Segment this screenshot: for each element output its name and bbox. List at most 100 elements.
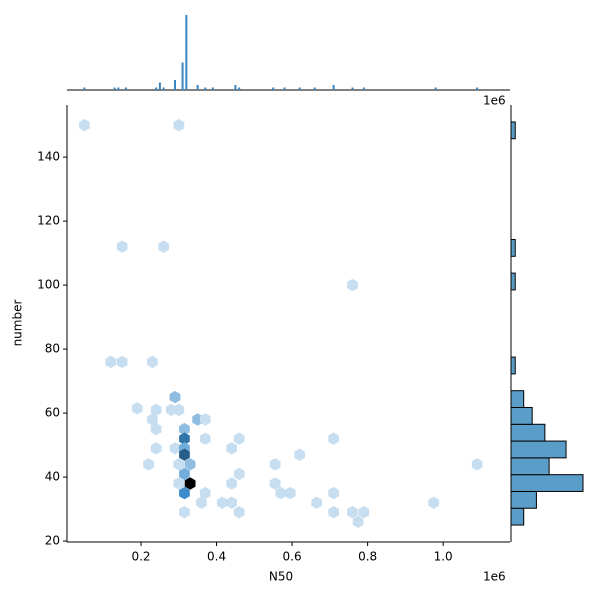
y-tick-label: 140: [37, 150, 60, 164]
hex-bin: [226, 477, 237, 490]
hex-bin: [158, 240, 170, 253]
top-hist-bar: [313, 87, 316, 90]
hex-bin: [179, 506, 190, 519]
top-hist-bar: [332, 85, 335, 90]
hex-bin: [358, 506, 370, 519]
hex-bin: [179, 432, 190, 445]
right-hist-bar: [510, 490, 537, 509]
top-hist-bar: [272, 87, 275, 90]
right-hist-bar: [510, 390, 525, 408]
hex-bin: [328, 486, 339, 500]
hex-bin: [169, 442, 181, 455]
top-hist-bar: [204, 87, 207, 90]
hex-bin: [269, 458, 281, 471]
hex-bin: [173, 477, 185, 490]
right-hist-bar: [510, 423, 546, 442]
hex-bin: [328, 432, 339, 445]
hex-bin: [173, 403, 185, 417]
hex-bin: [179, 486, 190, 500]
y-tick-label: 40: [45, 470, 60, 484]
hex-bin: [284, 486, 296, 500]
y-tick-label: 120: [37, 214, 60, 228]
hex-bin: [179, 422, 190, 436]
hex-bin: [173, 119, 185, 132]
top-hist-bar: [283, 87, 286, 90]
x-tick-label: 0.8: [358, 550, 377, 564]
top-hist-bar: [162, 87, 165, 90]
x-tick-label: 0.6: [283, 550, 302, 564]
right-hist-bar: [510, 474, 584, 492]
right-hist-bar: [510, 406, 533, 425]
y-tick-label: 60: [45, 406, 60, 420]
hex-bin: [294, 448, 305, 461]
hex-bin: [199, 432, 211, 445]
hex-bin: [226, 442, 237, 455]
hex-bin: [233, 467, 245, 481]
hex-bin: [199, 413, 211, 426]
right-hist-bar: [510, 272, 516, 291]
hex-bin: [179, 448, 190, 461]
top-hist-bar: [238, 87, 241, 90]
hex-bin: [116, 240, 128, 253]
top-hist-bar: [185, 15, 188, 90]
hex-bin: [179, 467, 190, 481]
x-offset-label: 1e6: [483, 570, 506, 584]
top-offset-label: 1e6: [483, 94, 506, 108]
right-hist-bar: [510, 507, 525, 526]
x-tick-label: 0.2: [131, 550, 150, 564]
top-hist-bar: [113, 87, 116, 90]
hex-bin: [184, 477, 196, 490]
x-axis-label: N50: [269, 570, 293, 584]
right-hist-bar: [510, 121, 516, 140]
y-tick-label: 20: [45, 534, 60, 548]
hex-bin: [275, 486, 287, 500]
top-hist-bar: [434, 87, 437, 90]
hex-bin: [347, 278, 358, 292]
hex-bin: [147, 413, 158, 426]
hex-bin: [269, 477, 281, 490]
hex-bin: [79, 119, 90, 132]
y-axis-label: number: [11, 300, 25, 347]
hex-bin: [199, 486, 211, 500]
hex-bin: [150, 422, 162, 436]
hex-bin: [226, 496, 237, 509]
hex-bin: [233, 506, 245, 519]
top-hist-bar: [476, 87, 479, 90]
top-hist-bar: [351, 87, 354, 90]
y-tick-label: 80: [45, 342, 60, 356]
hex-bin: [196, 496, 207, 509]
hex-bin: [169, 390, 181, 404]
top-hist-bar: [117, 87, 120, 90]
top-hist-bar: [196, 85, 199, 90]
right-hist-bar: [510, 239, 516, 257]
hex-bin: [428, 496, 440, 509]
hex-bin: [471, 458, 483, 471]
hex-bin: [311, 496, 322, 509]
hex-bin: [147, 355, 158, 369]
top-hist-bar: [83, 87, 86, 90]
hex-bin: [173, 458, 185, 471]
top-hist-bar: [158, 82, 161, 90]
hex-bin: [347, 506, 358, 519]
hex-bin: [131, 402, 143, 415]
x-tick-label: 0.4: [207, 550, 226, 564]
hex-bin: [150, 442, 162, 455]
hex-bin: [233, 432, 245, 445]
hex-bin: [105, 355, 117, 369]
top-hist-bar: [234, 85, 237, 90]
y-tick-label: 100: [37, 278, 60, 292]
top-hist-bar: [298, 87, 301, 90]
right-hist-bar: [510, 440, 567, 459]
hex-bin: [116, 355, 128, 369]
hex-bin: [184, 458, 196, 471]
right-hist-bar: [510, 457, 550, 476]
top-hist-bar: [124, 87, 127, 90]
top-hist-bar: [362, 87, 365, 90]
hex-bin: [216, 496, 228, 509]
top-hist-bar: [211, 87, 214, 90]
hex-bin: [150, 403, 162, 417]
hex-bin: [143, 458, 154, 471]
top-hist-bar: [174, 80, 177, 90]
x-tick-label: 1.0: [434, 550, 453, 564]
